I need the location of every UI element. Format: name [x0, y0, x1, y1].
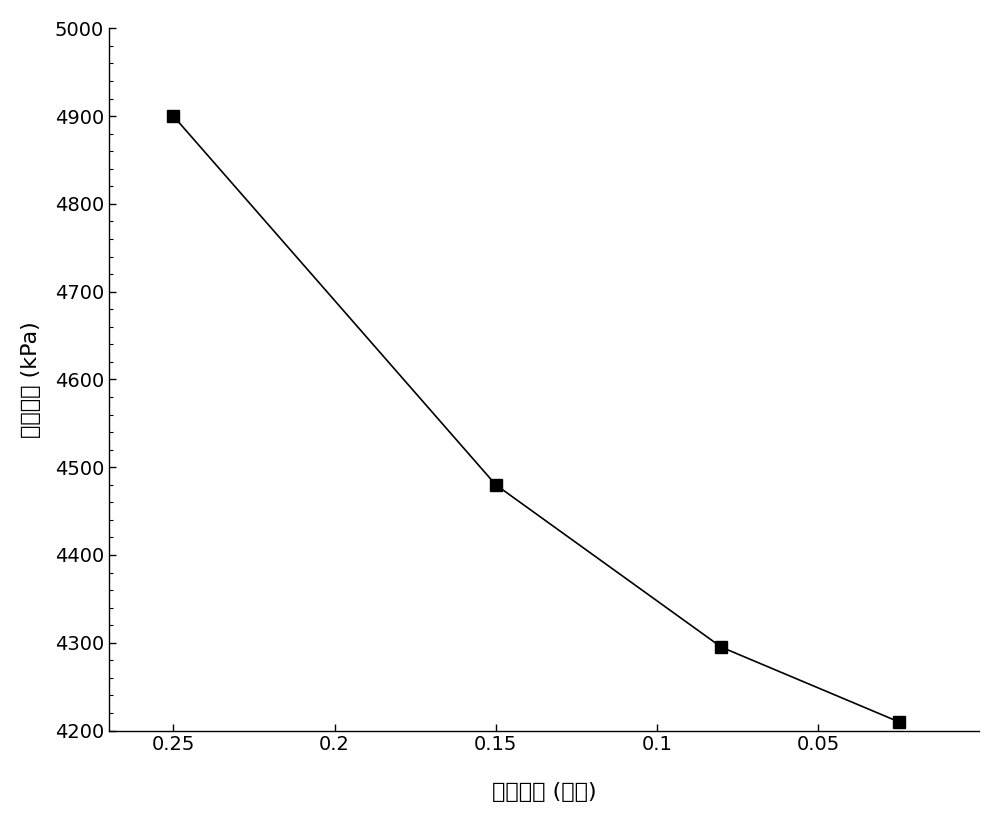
X-axis label: 网格尺寸 (小数): 网格尺寸 (小数) — [492, 782, 596, 802]
Y-axis label: 最大压力 (kPa): 最大压力 (kPa) — [21, 321, 41, 438]
